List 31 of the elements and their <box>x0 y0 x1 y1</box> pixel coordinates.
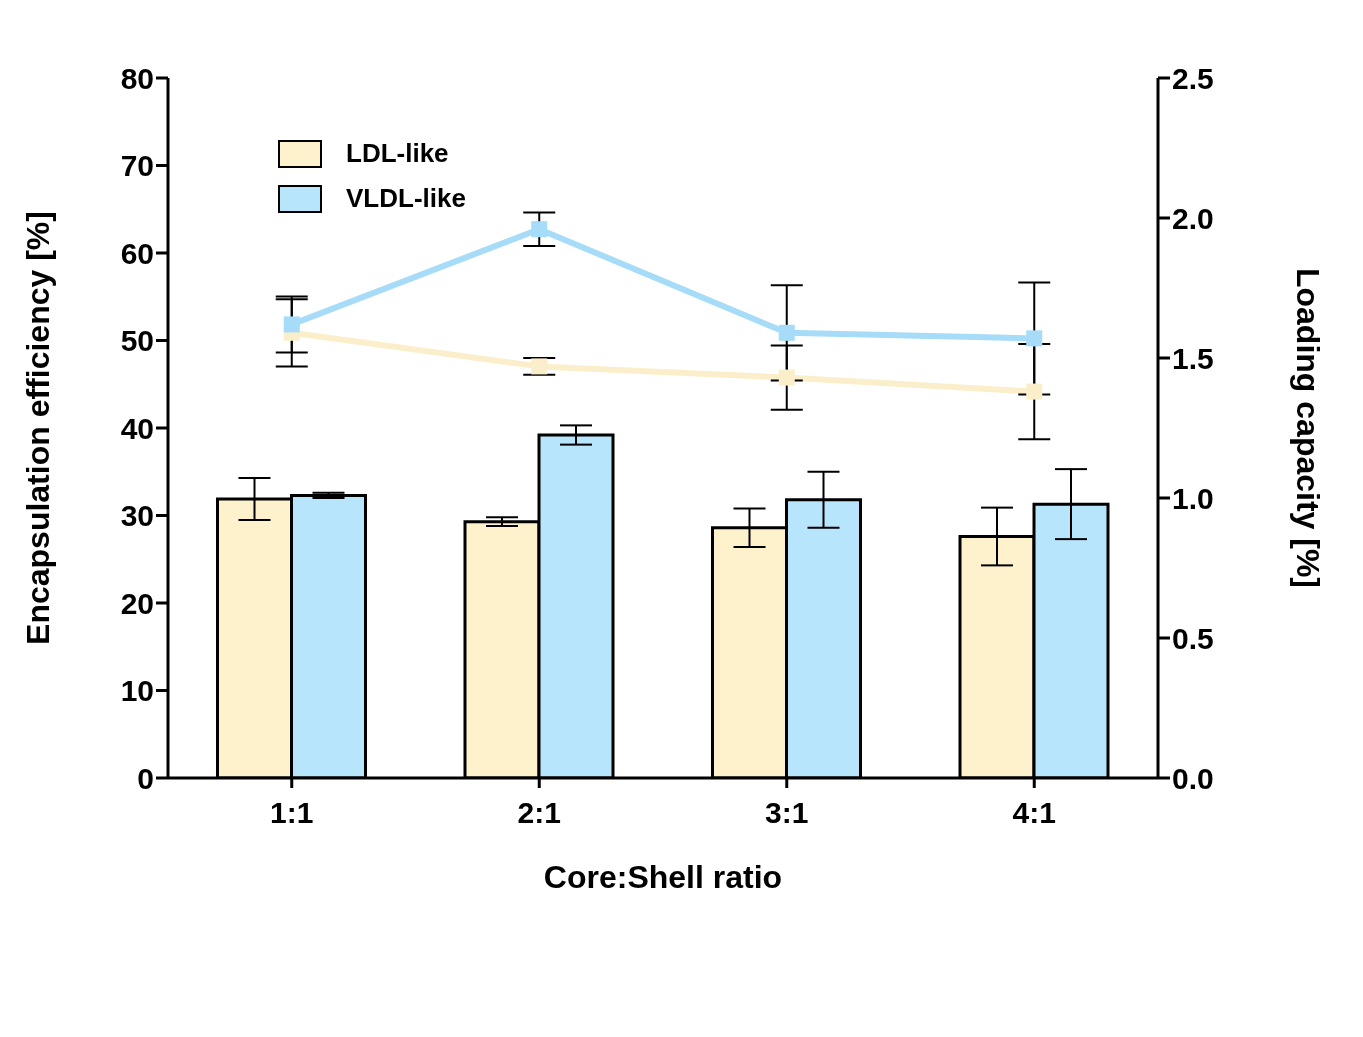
legend-label: LDL-like <box>346 138 449 169</box>
point <box>531 221 548 238</box>
point <box>531 358 548 375</box>
y-tick-label: 80 <box>120 61 154 95</box>
y2-tick-label: 1.5 <box>1172 341 1214 375</box>
y2-tick-label: 1.0 <box>1172 481 1214 515</box>
x-tick-label: 2:1 <box>517 796 561 830</box>
y-axis-title: Encapsulation efficiency [%] <box>20 211 57 645</box>
y2-tick-label: 0.5 <box>1172 621 1214 655</box>
x-tick-label: 3:1 <box>765 796 809 830</box>
point <box>778 324 795 341</box>
y2-tick-label: 2.5 <box>1172 61 1214 95</box>
y-tick-label: 20 <box>120 586 154 620</box>
point <box>1026 330 1043 347</box>
x-tick-label: 4:1 <box>1012 796 1056 830</box>
y-tick-label: 70 <box>120 149 154 183</box>
y2-tick-label: 0.0 <box>1172 761 1214 795</box>
y-tick-label: 50 <box>120 324 154 358</box>
y2-axis-title: Loading capacity [%] <box>1289 267 1326 589</box>
y-tick-label: 30 <box>120 499 154 533</box>
y-tick-label: 10 <box>120 674 154 708</box>
x-axis-title: Core:Shell ratio <box>543 859 783 895</box>
point <box>778 369 795 386</box>
legend-label: VLDL-like <box>346 183 466 214</box>
y-tick-label: 40 <box>120 411 154 445</box>
y-tick-label: 0 <box>137 761 154 795</box>
y-tick-label: 60 <box>120 236 154 270</box>
point <box>1026 383 1043 400</box>
x-tick-label: 1:1 <box>270 796 314 830</box>
point <box>283 316 300 333</box>
y2-tick-label: 2.0 <box>1172 201 1214 235</box>
